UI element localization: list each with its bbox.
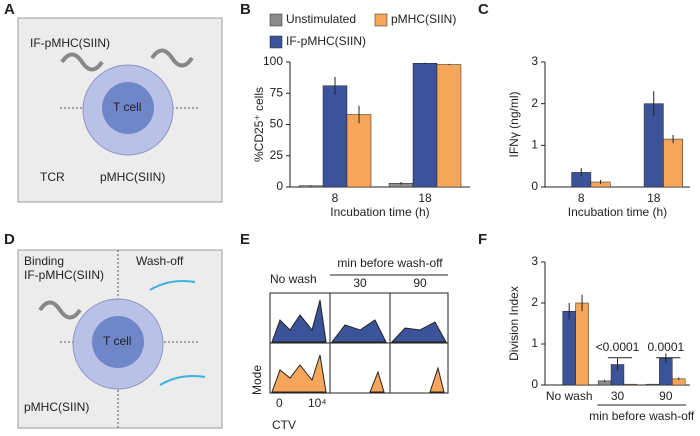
x-tick-label: 18: [647, 191, 661, 205]
x-tick-label: 18: [418, 191, 432, 205]
x-tick-label: 90: [659, 389, 673, 403]
y-tick-label: 3: [531, 54, 538, 68]
legend-label: Unstimulated: [286, 12, 356, 26]
y-axis-label: IFNγ (ng/ml): [507, 91, 521, 157]
panel-letter: A: [4, 1, 15, 18]
y-tick-label: 2: [531, 96, 538, 110]
panel-letter: E: [240, 231, 250, 248]
bar: [562, 310, 576, 386]
label: pMHC(SIIN): [100, 170, 165, 184]
label: IF-pMHC(SIIN): [24, 268, 104, 282]
y-tick-label: 1: [531, 138, 538, 152]
annotation: 0.0001: [647, 340, 684, 354]
x-tick-label: 8: [578, 191, 585, 205]
y-tick-label: 100: [263, 54, 283, 68]
label: 90: [413, 276, 427, 290]
panel-letter: D: [4, 231, 15, 248]
diagram-d: Binding IF-pMHC(SIIN) Wash-off T cell pM…: [17, 249, 223, 429]
y-tick-label: 75: [270, 85, 284, 99]
x-tick-label: 8: [332, 191, 339, 205]
legend-swatch: [269, 35, 283, 49]
y-tick-label: 3: [531, 254, 538, 268]
legend-swatch: [269, 13, 283, 27]
histograms: No wash min before wash-off 30 90 Mode C…: [250, 256, 449, 432]
label: 30: [353, 276, 367, 290]
label: Mode: [250, 365, 264, 395]
label: min before wash-off: [337, 256, 443, 270]
panel-letter: F: [478, 231, 487, 248]
label: 0: [276, 396, 283, 410]
label: CTV: [272, 418, 296, 432]
legend-swatch: [374, 13, 388, 27]
label: Binding: [24, 254, 64, 268]
bar: [646, 383, 660, 386]
bar: [346, 114, 372, 188]
label: No wash: [270, 272, 317, 286]
legend-label: pMHC(SIIN): [391, 12, 456, 26]
legend-label: IF-pMHC(SIIN): [286, 34, 366, 48]
bar: [575, 302, 589, 386]
y-tick-label: 25: [270, 148, 284, 162]
y-tick-label: 0: [531, 179, 538, 193]
panel-letter: C: [478, 1, 489, 18]
x-tick-label: No wash: [546, 389, 593, 403]
label: Wash-off: [136, 254, 184, 268]
bar: [436, 64, 462, 188]
y-tick-label: 0: [531, 377, 538, 391]
label: T cell: [113, 100, 141, 114]
panel-letter: B: [240, 1, 251, 18]
annotation: <0.0001: [596, 340, 640, 354]
label: TCR: [40, 170, 65, 184]
y-tick-label: 0: [276, 179, 283, 193]
bar: [623, 383, 638, 386]
y-tick-label: 50: [270, 117, 284, 131]
bar: [322, 85, 348, 188]
bar: [412, 63, 438, 188]
label: 10⁴: [308, 396, 327, 410]
y-axis-label: Division Index: [507, 286, 521, 361]
label: IF-pMHC(SIIN): [30, 36, 110, 50]
bar: [663, 138, 684, 188]
label: pMHC(SIIN): [24, 400, 89, 414]
group-label: min before wash-off: [589, 409, 695, 423]
x-axis-label: Incubation time (h): [330, 205, 429, 219]
x-axis-label: Incubation time (h): [568, 205, 667, 219]
x-tick-label: 30: [611, 389, 625, 403]
y-tick-label: 2: [531, 295, 538, 309]
label: T cell: [103, 334, 131, 348]
y-tick-label: 1: [531, 336, 538, 350]
y-axis-label: %CD25⁺ cells: [252, 87, 266, 162]
diagram-a: IF-pMHC(SIIN) T cell TCR pMHC(SIIN): [17, 17, 223, 203]
